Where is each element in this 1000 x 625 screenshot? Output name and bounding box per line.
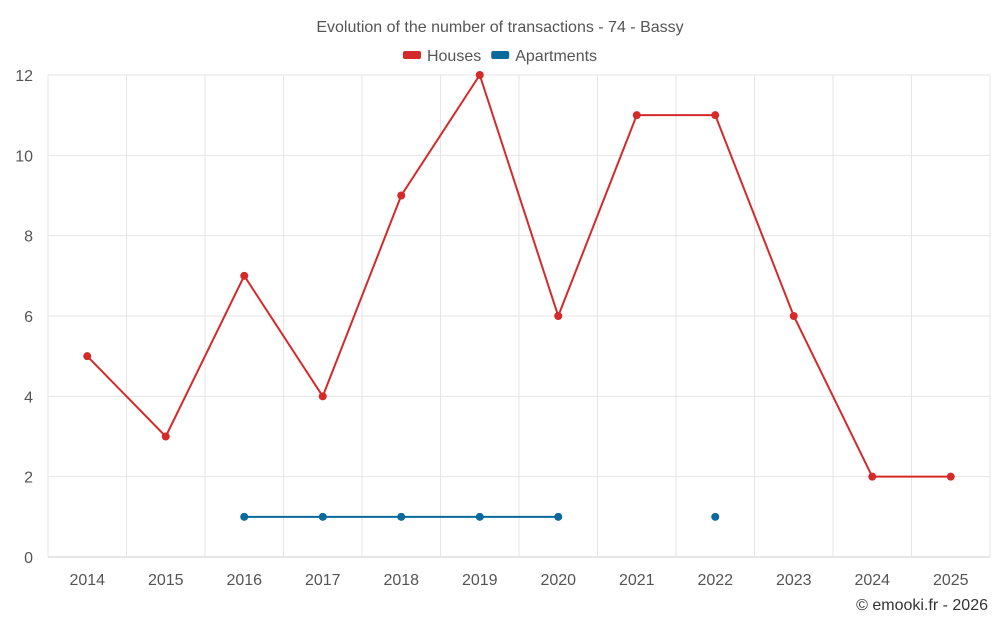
data-point-apartments[interactable] (554, 512, 563, 521)
data-point-houses[interactable] (946, 472, 955, 481)
x-tick-label: 2020 (540, 572, 576, 589)
chart-title: Evolution of the number of transactions … (316, 19, 683, 36)
data-point-houses[interactable] (475, 71, 484, 79)
series-houses (83, 71, 955, 481)
data-point-houses[interactable] (868, 472, 877, 481)
credit-text: © emooki.fr - 2026 (856, 597, 988, 614)
legend-label-apartments: Apartments (515, 48, 597, 65)
legend-label-houses: Houses (427, 48, 481, 65)
x-tick-label: 2019 (462, 572, 498, 589)
x-tick-label: 2015 (148, 572, 184, 589)
data-point-apartments[interactable] (240, 512, 249, 521)
legend-swatch-houses (402, 51, 421, 59)
data-point-houses[interactable] (240, 271, 249, 280)
data-point-apartments[interactable] (318, 512, 327, 521)
data-point-houses[interactable] (83, 352, 92, 361)
x-tick-label: 2025 (933, 572, 969, 589)
legend: Houses Apartments (402, 48, 597, 65)
data-point-houses[interactable] (318, 392, 327, 401)
x-tick-label: 2014 (69, 572, 105, 589)
y-tick-label: 12 (15, 68, 33, 85)
x-axis: 2014 2015 2016 2017 2018 2019 2020 2021 2022 2023… (69, 572, 968, 589)
legend-item-houses[interactable]: Houses (402, 48, 481, 65)
legend-swatch-apartments (491, 51, 510, 59)
data-point-houses[interactable] (554, 312, 563, 320)
data-point-houses[interactable] (789, 312, 798, 320)
data-point-houses[interactable] (632, 111, 641, 120)
y-tick-label: 4 (24, 389, 33, 406)
legend-item-apartments[interactable]: Apartments (491, 48, 597, 65)
y-axis: 0 2 4 6 8 10 12 (15, 68, 33, 567)
data-point-houses[interactable] (161, 432, 170, 441)
y-tick-label: 6 (24, 309, 33, 326)
data-point-houses[interactable] (397, 191, 406, 200)
x-tick-label: 2021 (619, 572, 655, 589)
y-tick-label: 0 (24, 550, 33, 567)
data-point-apartments[interactable] (711, 512, 720, 521)
series-layer (83, 71, 955, 521)
y-tick-label: 8 (24, 229, 33, 246)
data-point-apartments[interactable] (475, 512, 484, 521)
x-tick-label: 2023 (776, 572, 812, 589)
x-tick-label: 2018 (383, 572, 419, 589)
x-tick-label: 2024 (854, 572, 890, 589)
x-tick-label: 2017 (305, 572, 341, 589)
y-tick-label: 10 (15, 148, 33, 165)
series-line-houses (86, 72, 951, 478)
x-tick-label: 2022 (697, 572, 733, 589)
data-point-houses[interactable] (711, 111, 720, 120)
data-point-apartments[interactable] (397, 512, 406, 521)
grid (47, 74, 991, 558)
x-tick-label: 2016 (226, 572, 262, 589)
series-apartments (240, 512, 720, 521)
y-tick-label: 2 (24, 470, 33, 487)
